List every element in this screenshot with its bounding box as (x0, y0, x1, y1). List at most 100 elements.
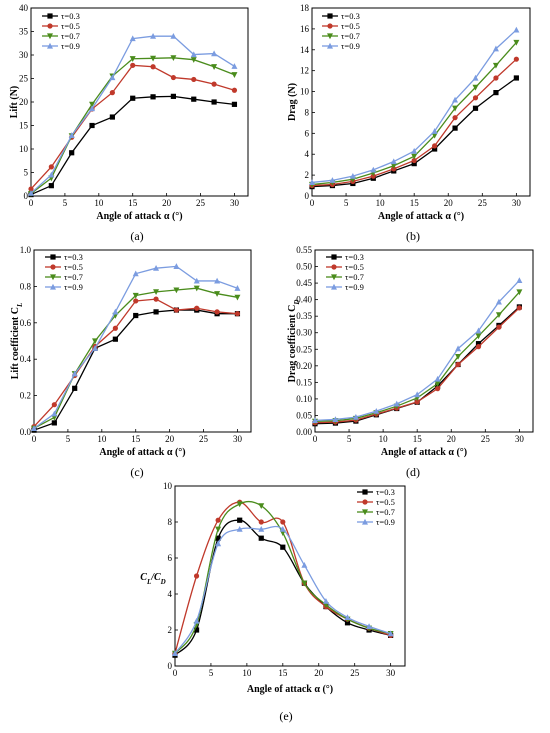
series-line (33, 309, 238, 431)
legend-marker (47, 42, 53, 49)
data-point (366, 623, 373, 629)
x-tick-label: 15 (413, 434, 423, 444)
legend-label: τ=0.9 (64, 282, 83, 292)
panel-caption: (a) (130, 229, 143, 243)
data-point (193, 573, 200, 579)
data-point (92, 338, 99, 345)
chart-panel-c: 0 5 10 15 20 25 30 0.0 0.2 0.4 0.6 0.8 1.0 Angle of a… (10, 245, 252, 479)
data-point (492, 62, 499, 69)
data-point (329, 177, 336, 183)
data-point (373, 407, 380, 414)
data-point (150, 55, 157, 62)
y-tick-label: 15 (19, 121, 29, 131)
y-tick-label: 40 (19, 3, 29, 13)
data-point (190, 51, 197, 58)
series-line (30, 95, 235, 196)
series-line (311, 58, 517, 187)
legend-label: τ=0.3 (61, 11, 80, 21)
data-point (475, 341, 482, 347)
data-point (190, 57, 197, 63)
y-label-subscript: L (16, 303, 24, 308)
data-point (51, 420, 57, 426)
y-tick-label: 0.35 (296, 311, 312, 321)
x-axis-label: Angle of attack α (°) (99, 447, 185, 458)
legend-label: τ=0.7 (376, 507, 395, 517)
legend-label: τ=0.3 (64, 252, 83, 262)
y-tick-label: 0.4 (20, 354, 32, 364)
data-point (193, 277, 200, 284)
data-point (344, 614, 351, 620)
data-point (258, 519, 264, 525)
data-point (393, 400, 400, 407)
data-point (130, 62, 136, 68)
data-point (193, 627, 200, 633)
panel-caption: (d) (406, 465, 420, 479)
data-point (513, 39, 520, 46)
series-0 (312, 304, 522, 427)
y-tick-label: 18 (300, 3, 310, 13)
data-point (312, 417, 318, 424)
data-point (211, 81, 217, 87)
y-tick-label: 4 (168, 589, 173, 599)
x-tick-label: 25 (478, 198, 488, 208)
data-point (153, 289, 160, 296)
data-point (132, 292, 139, 299)
data-point (236, 526, 243, 532)
series-2 (172, 500, 394, 657)
legend-marker (362, 509, 368, 516)
y-tick-label: 4 (305, 149, 310, 159)
y-tick-label: 16 (300, 24, 310, 34)
data-point (472, 74, 479, 81)
x-tick-label: 0 (32, 434, 37, 444)
legend-marker (327, 23, 333, 29)
x-tick-label: 15 (131, 434, 141, 444)
data-point (71, 370, 78, 377)
y-tick-label: 8 (305, 107, 310, 117)
x-tick-label: 25 (350, 668, 360, 678)
data-point (28, 189, 34, 196)
data-point (234, 311, 241, 317)
legend-label: τ=0.9 (345, 282, 364, 292)
x-tick-label: 5 (344, 198, 349, 208)
y-tick-label: 12 (300, 66, 309, 76)
y-tick-label: 0.8 (20, 281, 32, 291)
data-point (370, 166, 377, 173)
legend-marker (331, 254, 337, 260)
series-3 (31, 263, 241, 431)
y-tick-label: 0.25 (296, 344, 312, 354)
legend-label: τ=0.3 (345, 252, 364, 262)
legend-marker (47, 33, 53, 40)
y-label-subscript: D (293, 300, 301, 306)
data-point (89, 101, 96, 108)
legend-marker (47, 13, 53, 19)
y-tick-label: 0.2 (20, 391, 31, 401)
legend-marker (50, 254, 56, 260)
x-tick-label: 30 (512, 198, 522, 208)
data-point (112, 308, 119, 315)
plot-frame (314, 249, 534, 433)
legend-marker (47, 23, 53, 29)
series-1 (309, 56, 519, 189)
legend-marker (50, 264, 56, 270)
x-tick-label: 25 (199, 434, 209, 444)
data-point (495, 298, 502, 305)
legend: τ=0.3τ=0.5τ=0.7τ=0.9 (42, 11, 80, 51)
plot-frame (33, 249, 252, 433)
data-point (322, 598, 329, 604)
series-0 (309, 75, 519, 190)
data-point (434, 381, 441, 387)
legend-label: τ=0.7 (345, 272, 364, 282)
data-point (231, 72, 238, 78)
series-line (311, 77, 517, 188)
data-point (28, 186, 34, 192)
data-point (194, 305, 200, 311)
data-point (172, 650, 178, 656)
x-tick-label: 5 (347, 434, 352, 444)
data-point (280, 544, 286, 550)
data-point (455, 353, 462, 360)
y-axis-label: Lift coefficient CL (10, 303, 24, 379)
data-point (191, 96, 197, 102)
x-tick-label: 0 (310, 198, 315, 208)
legend-label: τ=0.7 (341, 31, 360, 41)
legend-marker (327, 33, 333, 40)
